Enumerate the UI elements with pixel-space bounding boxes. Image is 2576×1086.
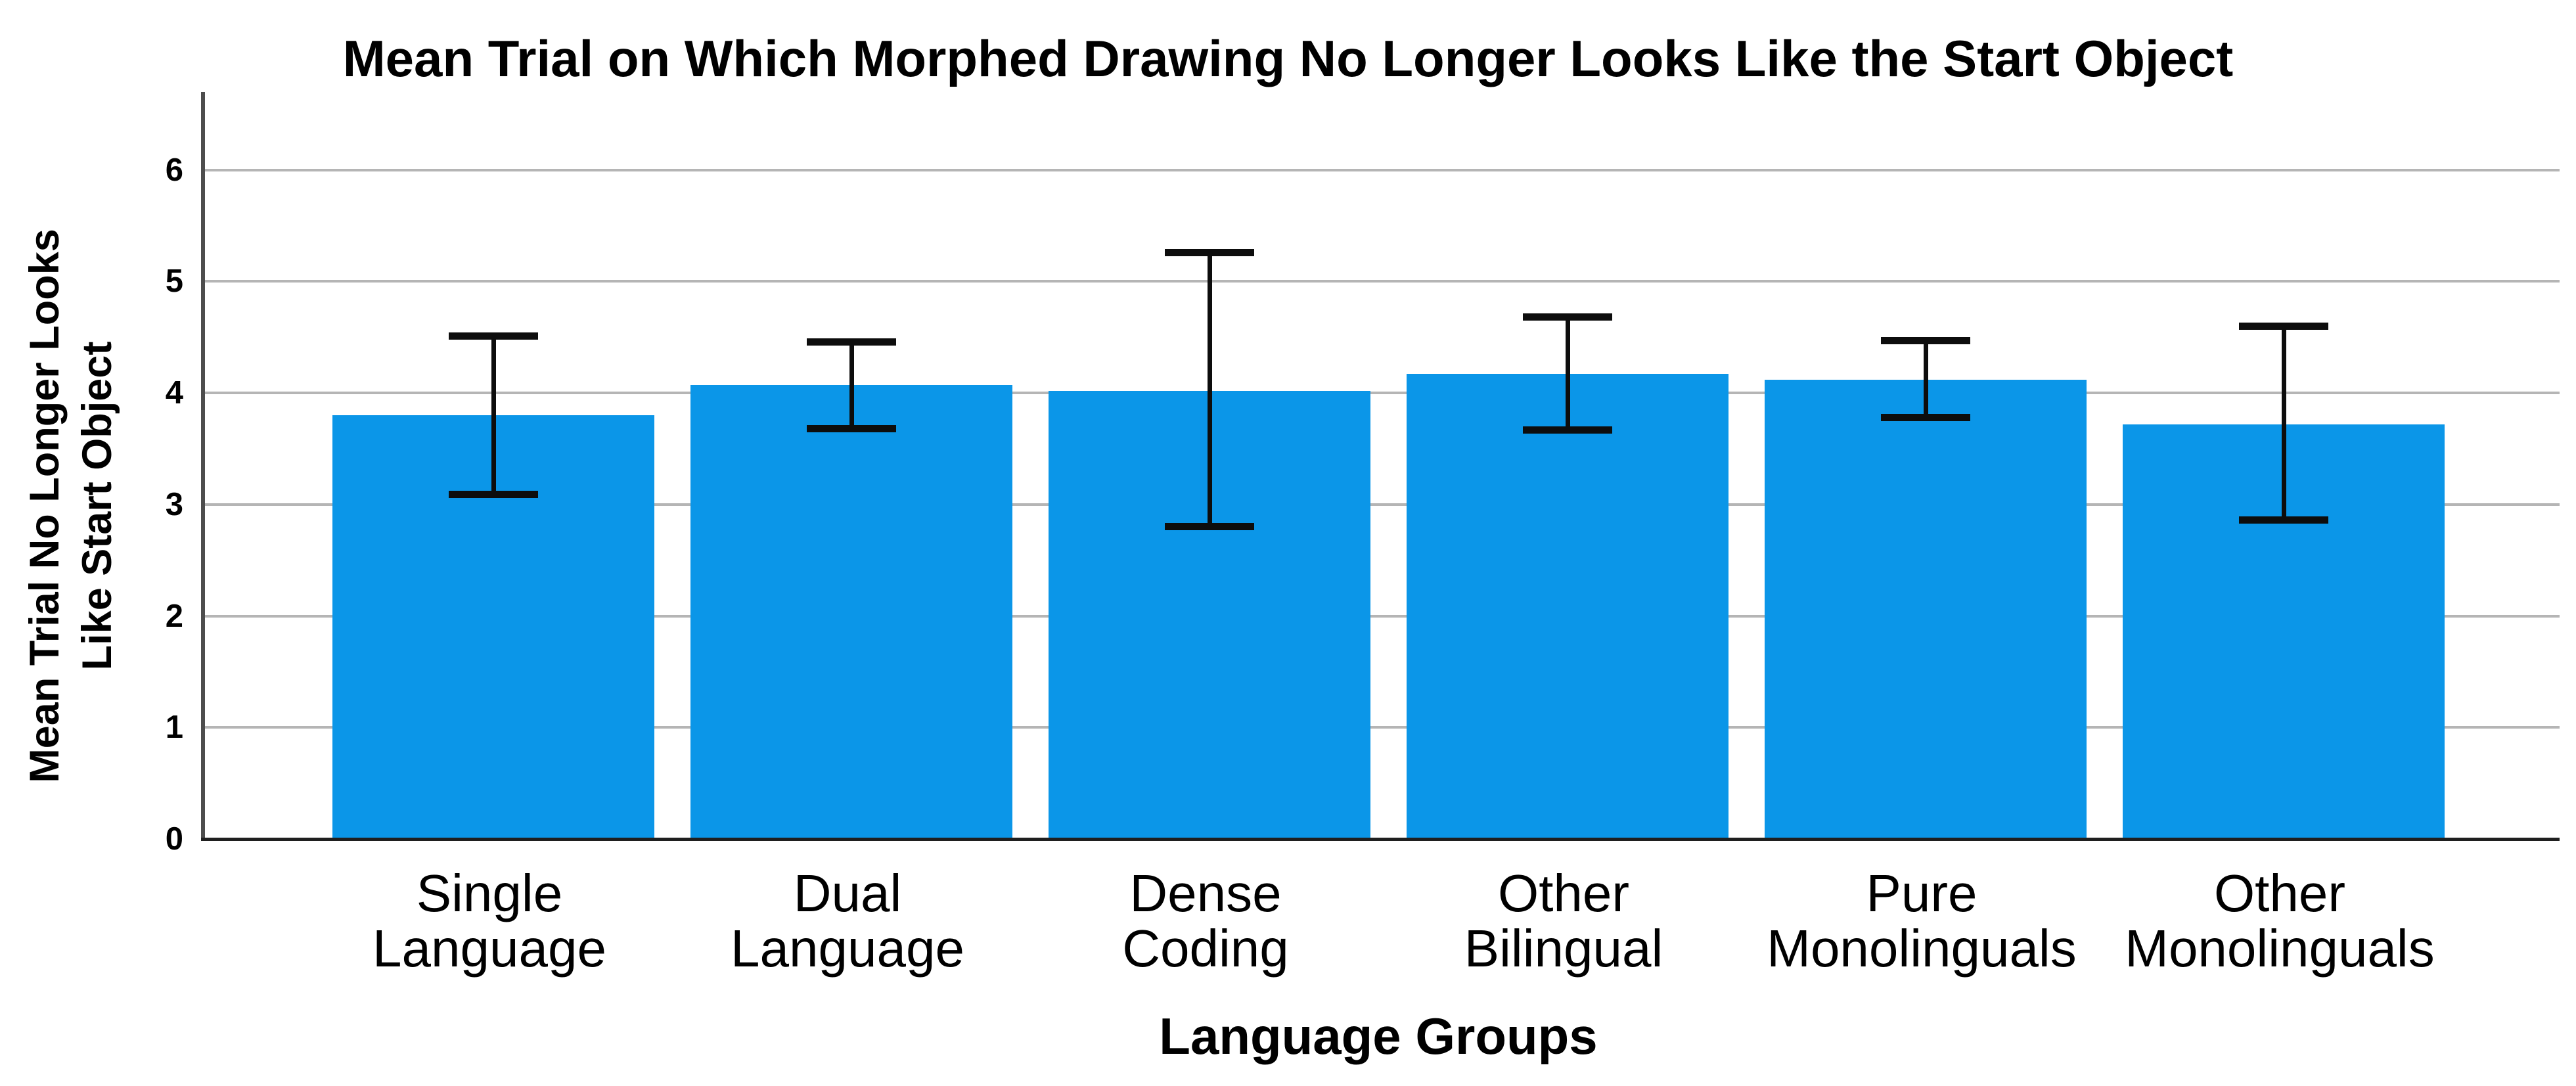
gridline-y-2 — [205, 614, 2560, 618]
gridline-y-6 — [205, 168, 2560, 171]
x-category-label-4-line-2: Bilingual — [1464, 919, 1663, 978]
x-category-label-6: Other Monolinguals — [2125, 866, 2434, 976]
error-bar-cap-bottom-3 — [1165, 523, 1254, 531]
y-tick-label-0: 0 — [165, 821, 183, 857]
error-bar-cap-bottom-1 — [449, 491, 538, 499]
error-bar-cap-top-3 — [1165, 248, 1254, 256]
error-bar-line-1 — [491, 336, 496, 495]
y-axis-title: Mean Trial No Longer Looks Like Start Ob… — [11, 105, 131, 907]
error-bar-cap-top-5 — [1881, 336, 1970, 344]
y-tick-label-2: 2 — [165, 598, 183, 634]
bar-5 — [1765, 379, 2087, 839]
error-bar-cap-top-4 — [1523, 313, 1612, 321]
y-axis-title-line-2: Like Start Object — [74, 341, 120, 671]
gridline-y-1 — [205, 726, 2560, 729]
x-category-label-1-line-2: Language — [373, 919, 606, 978]
bar-4 — [1407, 374, 1729, 839]
error-bar-line-5 — [1923, 340, 1928, 418]
bar-2 — [690, 385, 1012, 839]
x-category-label-2-line-1: Dual — [793, 864, 902, 922]
error-bar-cap-top-6 — [2239, 322, 2328, 330]
error-bar-line-2 — [849, 342, 854, 429]
x-category-label-5-line-2: Monolinguals — [1767, 919, 2077, 978]
x-category-label-6-line-1: Other — [2213, 864, 2346, 922]
y-tick-label-3: 3 — [165, 486, 183, 522]
x-category-label-1: Single Language — [373, 866, 606, 976]
x-category-label-4-line-1: Other — [1497, 864, 1630, 922]
x-category-label-3-line-2: Coding — [1122, 919, 1289, 978]
x-category-label-3: Dense Coding — [1122, 866, 1289, 976]
gridline-y-4 — [205, 392, 2560, 395]
error-bar-cap-top-2 — [807, 338, 896, 346]
gridline-y-3 — [205, 503, 2560, 506]
error-bar-cap-bottom-4 — [1523, 426, 1612, 434]
error-bar-line-6 — [2281, 326, 2286, 520]
x-category-label-2-line-2: Language — [731, 919, 964, 978]
x-category-label-2: Dual Language — [731, 866, 964, 976]
x-category-label-5: Pure Monolinguals — [1767, 866, 2076, 976]
x-category-label-6-line-2: Monolinguals — [2125, 919, 2435, 978]
plot-area — [201, 92, 2560, 839]
y-tick-label-4: 4 — [165, 375, 183, 411]
x-category-label-5-line-1: Pure — [1866, 864, 1977, 922]
x-category-label-1-line-1: Single — [416, 864, 563, 922]
error-bar-line-4 — [1565, 317, 1570, 430]
x-axis-line — [201, 838, 2560, 841]
error-bar-cap-bottom-5 — [1881, 414, 1970, 422]
y-tick-label-6: 6 — [165, 152, 183, 188]
error-bar-cap-top-1 — [449, 332, 538, 340]
error-bar-cap-bottom-2 — [807, 424, 896, 432]
y-tick-label-5: 5 — [165, 263, 183, 300]
x-axis-title: Language Groups — [1159, 1007, 1598, 1065]
x-category-label-4: Other Bilingual — [1464, 866, 1663, 976]
x-category-label-3-line-1: Dense — [1129, 864, 1282, 922]
y-tick-label-1: 1 — [165, 710, 183, 746]
gridline-y-5 — [205, 280, 2560, 283]
y-axis-title-line-1: Mean Trial No Longer Looks — [22, 229, 68, 783]
chart-title: Mean Trial on Which Morphed Drawing No L… — [342, 30, 2234, 87]
error-bar-cap-bottom-6 — [2239, 516, 2328, 524]
error-bar-line-3 — [1207, 252, 1212, 527]
